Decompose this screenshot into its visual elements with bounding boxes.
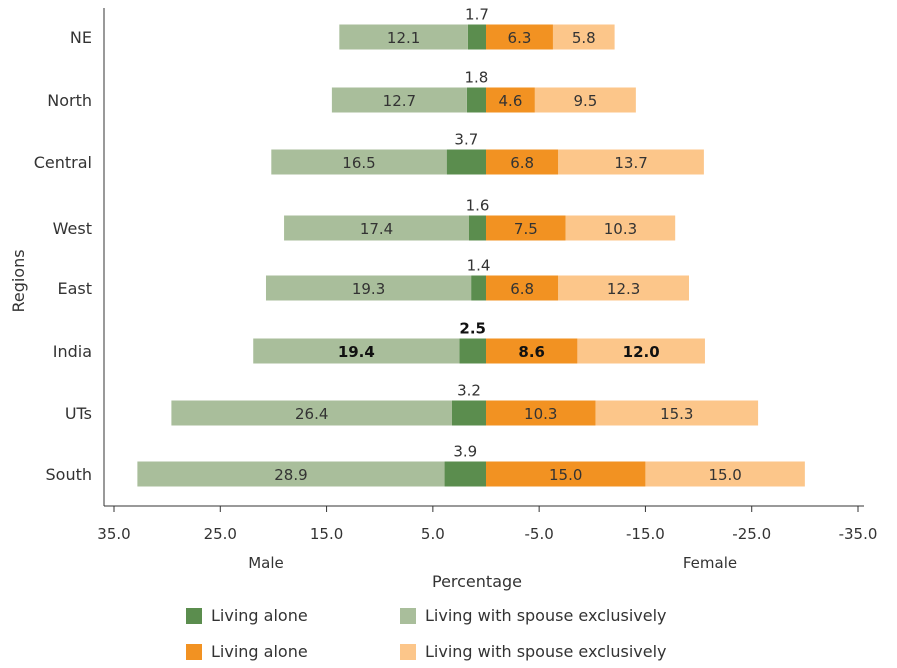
label-female-living-alone: 7.5 (514, 220, 538, 238)
label-male-living-with-spouse: 16.5 (342, 154, 375, 172)
label-male-living-alone: 3.2 (457, 382, 481, 400)
bar-male-living-alone (471, 276, 486, 301)
legend-label-male-living-alone: Living alone (211, 606, 308, 625)
female-label: Female (683, 554, 737, 572)
legend-female-living-alone: Living alone (186, 642, 308, 661)
label-male-living-with-spouse: 19.4 (338, 343, 375, 361)
legend-male-living-alone: Living alone (186, 606, 308, 625)
label-female-living-alone: 6.8 (510, 154, 534, 172)
label-female-living-with-spouse: 12.3 (607, 280, 640, 298)
category-label: UTs (65, 404, 92, 423)
label-male-living-with-spouse: 12.7 (383, 92, 416, 110)
x-tick-label: 25.0 (204, 525, 237, 543)
category-label: South (46, 465, 93, 484)
bar-male-living-alone (447, 150, 486, 175)
label-male-living-alone: 2.5 (459, 320, 486, 338)
label-male-living-alone: 3.9 (453, 443, 477, 461)
label-male-living-alone: 1.8 (465, 69, 489, 87)
x-tick-label: 15.0 (310, 525, 343, 543)
label-male-living-alone: 1.7 (465, 6, 489, 24)
label-female-living-alone: 10.3 (524, 405, 557, 423)
legend-swatch-male-living-alone (186, 608, 202, 624)
label-male-living-with-spouse: 17.4 (360, 220, 393, 238)
category-label: North (47, 91, 92, 110)
label-female-living-with-spouse: 12.0 (623, 343, 660, 361)
bar-male-living-alone (469, 216, 486, 241)
label-female-living-with-spouse: 15.3 (660, 405, 693, 423)
category-label: West (53, 219, 92, 238)
category-label: Central (34, 153, 92, 172)
label-female-living-with-spouse: 13.7 (614, 154, 647, 172)
bar-male-living-alone (459, 339, 486, 364)
legend-male-living-with-spouse: Living with spouse exclusively (400, 606, 667, 625)
label-female-living-with-spouse: 5.8 (572, 29, 596, 47)
legend-label-male-living-with-spouse: Living with spouse exclusively (425, 606, 667, 625)
diverging-bar-chart: 1.7 12.1 6.3 5.8 NE 1.8 12.7 4.6 9.5 North 3.7 16.5… (0, 0, 897, 606)
label-male-living-alone: 1.6 (466, 197, 490, 215)
label-female-living-alone: 4.6 (499, 92, 523, 110)
x-tick-label: 35.0 (97, 525, 130, 543)
legend-label-female-living-with-spouse: Living with spouse exclusively (425, 642, 667, 661)
x-tick-label: -5.0 (525, 525, 554, 543)
x-tick-label: -25.0 (732, 525, 771, 543)
legend-swatch-female-living-with-spouse (400, 644, 416, 660)
x-tick-label: -15.0 (626, 525, 665, 543)
label-female-living-with-spouse: 15.0 (708, 466, 741, 484)
male-label: Male (248, 554, 284, 572)
bar-male-living-alone (468, 25, 486, 50)
x-tick-label: 5.0 (421, 525, 445, 543)
legend: Living alone Living with spouse exclusiv… (0, 606, 897, 668)
label-female-living-alone: 6.3 (508, 29, 532, 47)
legend-female-living-with-spouse: Living with spouse exclusively (400, 642, 667, 661)
label-female-living-alone: 15.0 (549, 466, 582, 484)
label-male-living-alone: 1.4 (467, 257, 491, 275)
label-female-living-alone: 8.6 (518, 343, 545, 361)
label-female-living-with-spouse: 9.5 (573, 92, 597, 110)
category-label: India (53, 342, 92, 361)
bar-male-living-alone (445, 462, 486, 487)
bar-male-living-alone (467, 88, 486, 113)
label-female-living-with-spouse: 10.3 (604, 220, 637, 238)
label-male-living-with-spouse: 12.1 (387, 29, 420, 47)
label-male-living-with-spouse: 19.3 (352, 280, 385, 298)
label-male-living-alone: 3.7 (454, 131, 478, 149)
y-axis-title: Regions (9, 249, 28, 312)
label-male-living-with-spouse: 28.9 (274, 466, 307, 484)
legend-swatch-male-living-with-spouse (400, 608, 416, 624)
label-female-living-alone: 6.8 (510, 280, 534, 298)
legend-swatch-female-living-alone (186, 644, 202, 660)
legend-label-female-living-alone: Living alone (211, 642, 308, 661)
x-axis-title: Percentage (432, 572, 522, 591)
category-label: NE (70, 28, 92, 47)
label-male-living-with-spouse: 26.4 (295, 405, 328, 423)
x-tick-label: -35.0 (839, 525, 878, 543)
bar-male-living-alone (452, 401, 486, 426)
category-label: East (57, 279, 92, 298)
